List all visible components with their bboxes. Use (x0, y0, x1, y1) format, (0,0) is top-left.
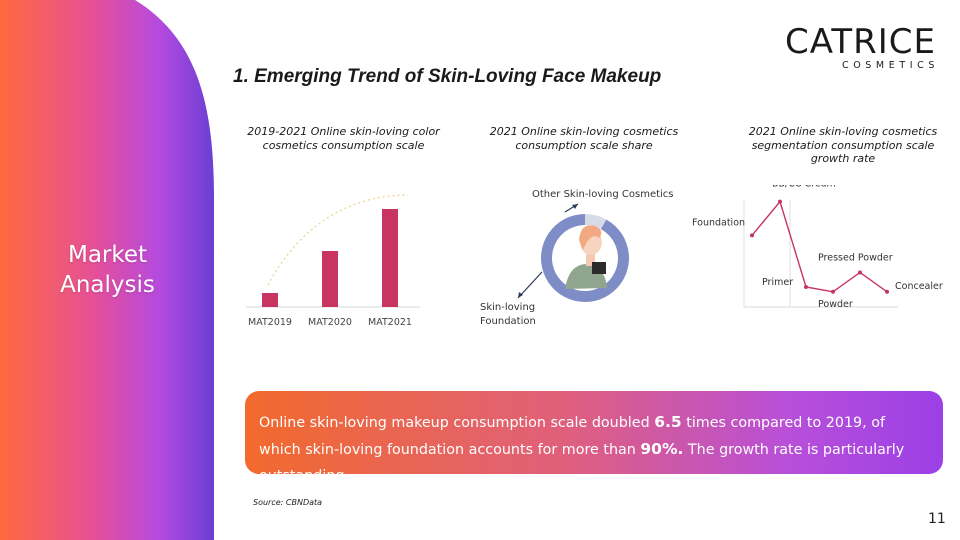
scale-chart-title: 2019-2021 Online skin-loving color cosme… (247, 125, 440, 152)
side-gradient-shape (0, 0, 214, 540)
share-donut-chart: Other Skin-loving Cosmetics Skin-loving … (480, 189, 674, 327)
bar-mat2020 (322, 251, 338, 307)
logo-subtitle: COSMETICS (841, 60, 939, 71)
donut-arrow-foundation (517, 271, 543, 299)
growth-point-label: Powder (818, 299, 853, 310)
growth-point-label: Foundation (692, 217, 745, 228)
growth-point-label: Primer (762, 277, 793, 288)
logo-wordmark: CATRICE (784, 22, 936, 62)
bar-tick-label: MAT2021 (368, 317, 412, 328)
callout-text-a: Online skin-loving makeup consumption sc… (259, 415, 655, 431)
slide-title: 1. Emerging Trend of Skin-Loving Face Ma… (233, 66, 662, 87)
growth-point (858, 270, 862, 275)
callout-bold-b: 90%. (640, 440, 684, 458)
page-number: 11 (928, 511, 946, 527)
growth-point (750, 233, 754, 238)
bar-mat2019 (262, 293, 278, 307)
growth-point (804, 284, 808, 289)
bar-tick-label: MAT2019 (248, 317, 292, 328)
brand-logo: CATRICE COSMETICS (776, 22, 939, 71)
callout-text-c: The growth rate is particularly outstand… (259, 442, 905, 484)
portrait-top (592, 262, 606, 274)
callout-text-b: times compared to 2019, of which skin-lo… (259, 415, 886, 458)
growth-chart-title: 2021 Online skin-loving cosmetics segmen… (748, 125, 938, 165)
portrait-neck (586, 252, 595, 266)
growth-line-chart: Foundation BB/CC Cream Primer Powder Pressed… (692, 185, 943, 310)
portrait-illustration (565, 225, 607, 289)
bar-tick-label: MAT2020 (308, 317, 352, 328)
donut-arrowhead-other (572, 204, 578, 209)
growth-point-label: Pressed Powder (818, 252, 893, 263)
scale-bar-chart: MAT2019 MAT2020 MAT2021 (246, 194, 420, 328)
growth-point (831, 289, 835, 294)
callout-bold-a: 6.5 (654, 413, 682, 431)
share-chart-title: 2021 Online skin-loving cosmetics consum… (489, 125, 679, 152)
growth-point-label: BB/CC Cream (772, 185, 836, 190)
bar-trend-curve (267, 194, 409, 286)
donut-label-other: Other Skin-loving Cosmetics (532, 189, 674, 200)
portrait-hair (579, 225, 602, 250)
summary-callout: Online skin-loving makeup consumption sc… (245, 391, 943, 484)
growth-point (778, 199, 782, 204)
side-panel: Market Analysis (0, 0, 240, 540)
donut-label-foundation-line2: Foundation (480, 316, 536, 327)
growth-point-label: Concealer (895, 281, 943, 292)
source-note: Source: CBNData (253, 498, 323, 507)
bar-mat2021 (382, 209, 398, 307)
section-label: Market Analysis (20, 240, 195, 300)
donut-arrowhead-foundation (518, 292, 523, 298)
growth-point (885, 289, 889, 294)
section-label-line2: Analysis (60, 272, 155, 298)
section-label-line1: Market (67, 242, 148, 268)
growth-line (751, 200, 888, 293)
donut-label-foundation-line1: Skin-loving (480, 302, 535, 313)
